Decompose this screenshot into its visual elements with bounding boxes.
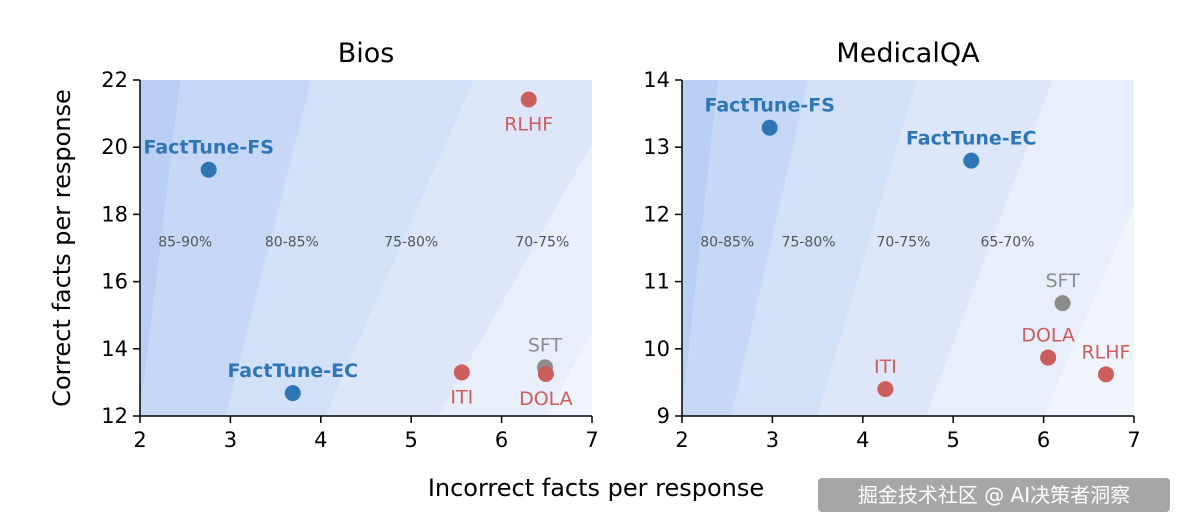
x-tick-label: 2 bbox=[133, 428, 146, 452]
point-label: FactTune-EC bbox=[906, 128, 1037, 150]
y-axis-label: Correct facts per response bbox=[48, 89, 76, 407]
x-tick-label: 6 bbox=[495, 428, 508, 452]
accuracy-band bbox=[1043, 205, 1134, 416]
point-label: ITI bbox=[874, 356, 897, 378]
bios-panel: Bios 85-90% 80-85% 75-80% 70-75% 2 3 4 5 6 7 12 14 16… bbox=[101, 38, 598, 452]
y-tick-label: 18 bbox=[101, 202, 128, 226]
panel-title: Bios bbox=[338, 38, 395, 69]
x-tick-label: 7 bbox=[585, 428, 598, 452]
background-bands bbox=[682, 80, 1178, 416]
data-point bbox=[284, 385, 301, 402]
accuracy-band bbox=[225, 80, 475, 416]
x-tick-label: 3 bbox=[766, 428, 779, 452]
x-tick-label: 5 bbox=[947, 428, 960, 452]
band-label: 80-85% bbox=[265, 234, 319, 250]
point-label: DOLA bbox=[1021, 325, 1075, 347]
band-label: 65-70% bbox=[980, 234, 1034, 250]
y-tick-label: 14 bbox=[101, 337, 128, 361]
data-point bbox=[963, 152, 980, 169]
data-point bbox=[761, 119, 778, 136]
accuracy-band bbox=[325, 80, 592, 416]
band-label: 85-90% bbox=[158, 234, 212, 250]
point-label: SFT bbox=[528, 334, 563, 356]
point-label: SFT bbox=[1045, 270, 1080, 292]
background-bands bbox=[140, 80, 592, 416]
point-label: FactTune-FS bbox=[704, 95, 834, 117]
x-tick-label: 6 bbox=[1037, 428, 1050, 452]
watermark-background bbox=[818, 478, 1170, 512]
band-label: 80-85% bbox=[700, 234, 754, 250]
y-tick-label: 9 bbox=[657, 404, 670, 428]
accuracy-band bbox=[546, 331, 592, 416]
band-label: 70-75% bbox=[876, 234, 930, 250]
point-label: RLHF bbox=[1081, 341, 1130, 363]
accuracy-band bbox=[817, 80, 1053, 416]
accuracy-band bbox=[731, 80, 917, 416]
y-tick-label: 16 bbox=[101, 270, 128, 294]
point-label: DOLA bbox=[519, 388, 573, 410]
band-label: 70-75% bbox=[515, 234, 569, 250]
point-label: RLHF bbox=[504, 113, 553, 135]
y-tick-label: 20 bbox=[101, 135, 128, 159]
y-tick-label: 10 bbox=[643, 337, 670, 361]
point-label: FactTune-EC bbox=[227, 360, 358, 382]
data-point bbox=[1097, 366, 1114, 383]
y-tick-label: 13 bbox=[643, 135, 670, 159]
x-tick-label: 7 bbox=[1127, 428, 1140, 452]
y-tick-label: 22 bbox=[101, 68, 128, 92]
band-label: 75-80% bbox=[384, 234, 438, 250]
data-point bbox=[537, 366, 554, 382]
point-label: FactTune-FS bbox=[144, 137, 274, 159]
y-tick-label: 12 bbox=[101, 404, 128, 428]
x-axis-label: Incorrect facts per response bbox=[428, 474, 764, 502]
data-point bbox=[453, 364, 470, 381]
data-point bbox=[1054, 295, 1071, 312]
data-point bbox=[1040, 349, 1057, 366]
x-tick-label: 4 bbox=[314, 428, 327, 452]
accuracy-band bbox=[438, 144, 592, 416]
band-label: 75-80% bbox=[782, 234, 836, 250]
accuracy-band bbox=[140, 80, 181, 416]
x-tick-label: 4 bbox=[856, 428, 869, 452]
data-point bbox=[520, 91, 537, 108]
x-tick-label: 3 bbox=[224, 428, 237, 452]
panel-title: MedicalQA bbox=[836, 38, 980, 69]
y-tick-label: 12 bbox=[643, 202, 670, 226]
accuracy-band bbox=[926, 80, 1134, 416]
data-point bbox=[200, 161, 217, 178]
y-tick-label: 11 bbox=[643, 270, 670, 294]
data-point bbox=[877, 381, 894, 398]
x-tick-label: 5 bbox=[405, 428, 418, 452]
medicalqa-panel: MedicalQA 80-85% 75-80% 70-75% 65-70% 2 3 4 5 6 7 9… bbox=[643, 38, 1178, 452]
watermark: 掘金技术社区 @ AI决策者洞察 bbox=[858, 483, 1130, 507]
accuracy-band bbox=[682, 80, 719, 416]
y-tick-label: 14 bbox=[643, 68, 670, 92]
accuracy-band bbox=[682, 80, 809, 416]
point-label: ITI bbox=[450, 386, 473, 408]
accuracy-band bbox=[140, 80, 312, 416]
x-tick-label: 2 bbox=[675, 428, 688, 452]
accuracy-band bbox=[1161, 80, 1178, 416]
